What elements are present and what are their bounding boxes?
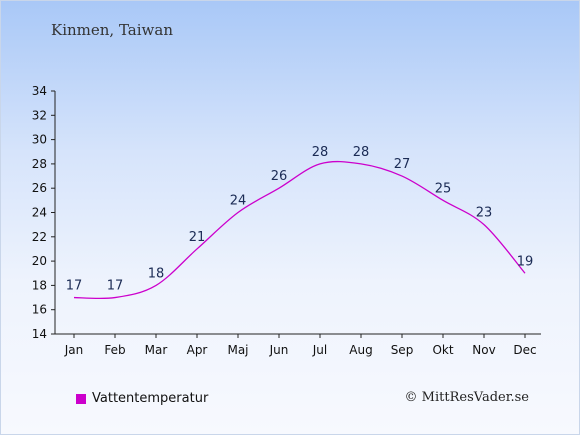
x-tick-label: Jul — [312, 343, 327, 357]
legend: Vattentemperatur — [76, 391, 208, 406]
y-tick-label: 20 — [32, 254, 47, 268]
y-tick-label: 32 — [32, 108, 47, 122]
x-tick-label: Mar — [145, 343, 168, 357]
y-tick-label: 28 — [32, 157, 47, 171]
x-tick-label: Feb — [104, 343, 125, 357]
data-label: 17 — [107, 279, 124, 294]
series-line-vattentemperatur — [73, 160, 526, 300]
data-label: 19 — [517, 254, 534, 269]
x-tick-label: Maj — [227, 343, 248, 357]
y-tick-label: 16 — [32, 303, 47, 317]
x-tick-label: Apr — [187, 343, 208, 357]
x-tick-label: Jan — [64, 343, 84, 357]
data-label: 28 — [353, 145, 370, 160]
y-tick-label: 34 — [32, 84, 47, 98]
data-label: 28 — [312, 145, 329, 160]
data-label: 23 — [476, 206, 493, 221]
x-tick-label: Dec — [513, 343, 536, 357]
data-label: 26 — [271, 169, 288, 184]
data-label: 24 — [230, 194, 247, 209]
data-label: 18 — [148, 266, 165, 281]
x-tick-label: Sep — [391, 343, 414, 357]
x-tick-label: Nov — [472, 343, 495, 357]
x-tick-label: Okt — [432, 343, 453, 357]
y-tick-label: 14 — [32, 327, 47, 341]
y-tick-label: 18 — [32, 278, 47, 292]
legend-label: Vattentemperatur — [92, 391, 209, 406]
x-tick-label: Aug — [349, 343, 372, 357]
y-tick-label: 30 — [32, 133, 47, 147]
y-tick-label: 26 — [32, 181, 47, 195]
legend-swatch — [76, 393, 86, 404]
data-label: 17 — [66, 279, 83, 294]
data-label: 25 — [435, 181, 452, 196]
data-label: 21 — [189, 230, 206, 245]
data-label: 27 — [394, 157, 411, 172]
copyright-text: © MittResVader.se — [404, 390, 529, 405]
y-tick-label: 22 — [32, 230, 47, 244]
x-tick-label: Jun — [269, 343, 289, 357]
chart-subtitle: Kinmen, Taiwan — [51, 21, 173, 39]
y-tick-label: 24 — [32, 206, 47, 220]
